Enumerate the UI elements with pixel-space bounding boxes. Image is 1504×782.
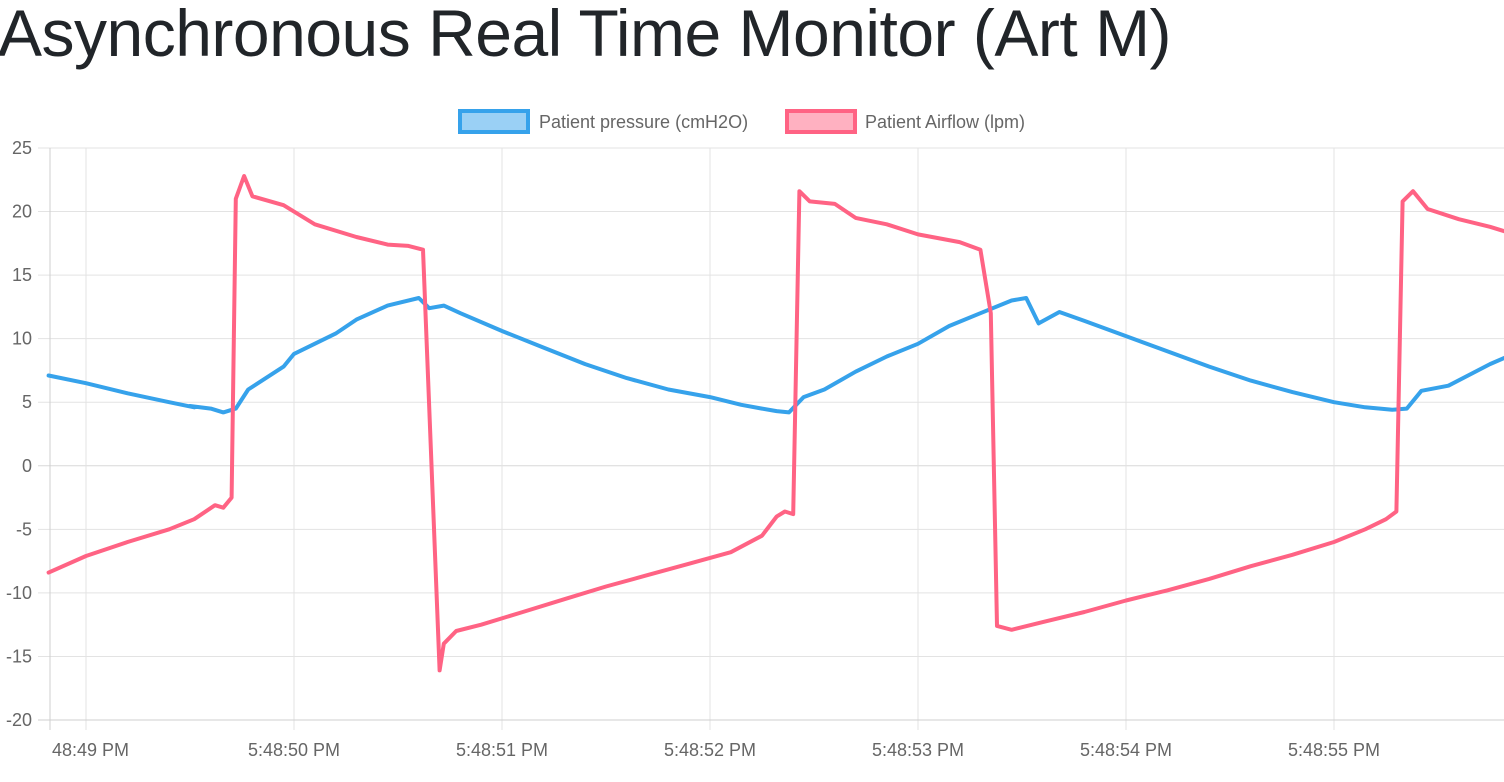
legend-swatch — [458, 109, 530, 134]
chart-legend[interactable]: Patient pressure (cmH2O) Patient Airflow … — [458, 109, 1025, 134]
y-tick-label: 10 — [12, 329, 32, 349]
y-tick-label: 5 — [22, 392, 32, 412]
y-tick-label: -5 — [16, 519, 32, 539]
x-tick-label: 5:48:54 PM — [1080, 740, 1172, 760]
y-tick-label: -20 — [6, 710, 32, 730]
legend-swatch — [785, 109, 857, 134]
x-tick-label: 5:48:53 PM — [872, 740, 964, 760]
y-tick-label: -15 — [6, 646, 32, 666]
legend-item-pressure[interactable]: Patient pressure (cmH2O) — [458, 109, 748, 134]
series-lines — [46, 174, 1504, 673]
x-tick-label: 5:48:50 PM — [248, 740, 340, 760]
airflow-series-line — [46, 174, 1504, 673]
legend-label: Patient pressure (cmH2O) — [539, 112, 748, 132]
pressure-series-line — [46, 296, 1504, 415]
page-title: Asynchronous Real Time Monitor (Art M) — [0, 0, 1172, 70]
grid-lines — [38, 147, 1504, 730]
legend-item-airflow[interactable]: Patient Airflow (lpm) — [785, 109, 1025, 134]
y-tick-label: 15 — [12, 265, 32, 285]
x-tick-label: 5:48:55 PM — [1288, 740, 1380, 760]
y-tick-label: 0 — [22, 456, 32, 476]
y-tick-label: 25 — [12, 138, 32, 158]
x-tick-label: 5:48:52 PM — [664, 740, 756, 760]
x-tick-label: 5:48:51 PM — [456, 740, 548, 760]
x-axis-ticks: 48:49 PM 5:48:50 PM 5:48:51 PM 5:48:52 PM 5:… — [52, 740, 1380, 760]
y-axis-ticks: 25 20 15 10 5 0 -5 -10 -15 -20 — [6, 138, 32, 730]
x-tick-label: 48:49 PM — [52, 740, 129, 760]
y-tick-label: -10 — [6, 583, 32, 603]
legend-label: Patient Airflow (lpm) — [865, 112, 1025, 132]
y-tick-label: 20 — [12, 202, 32, 222]
